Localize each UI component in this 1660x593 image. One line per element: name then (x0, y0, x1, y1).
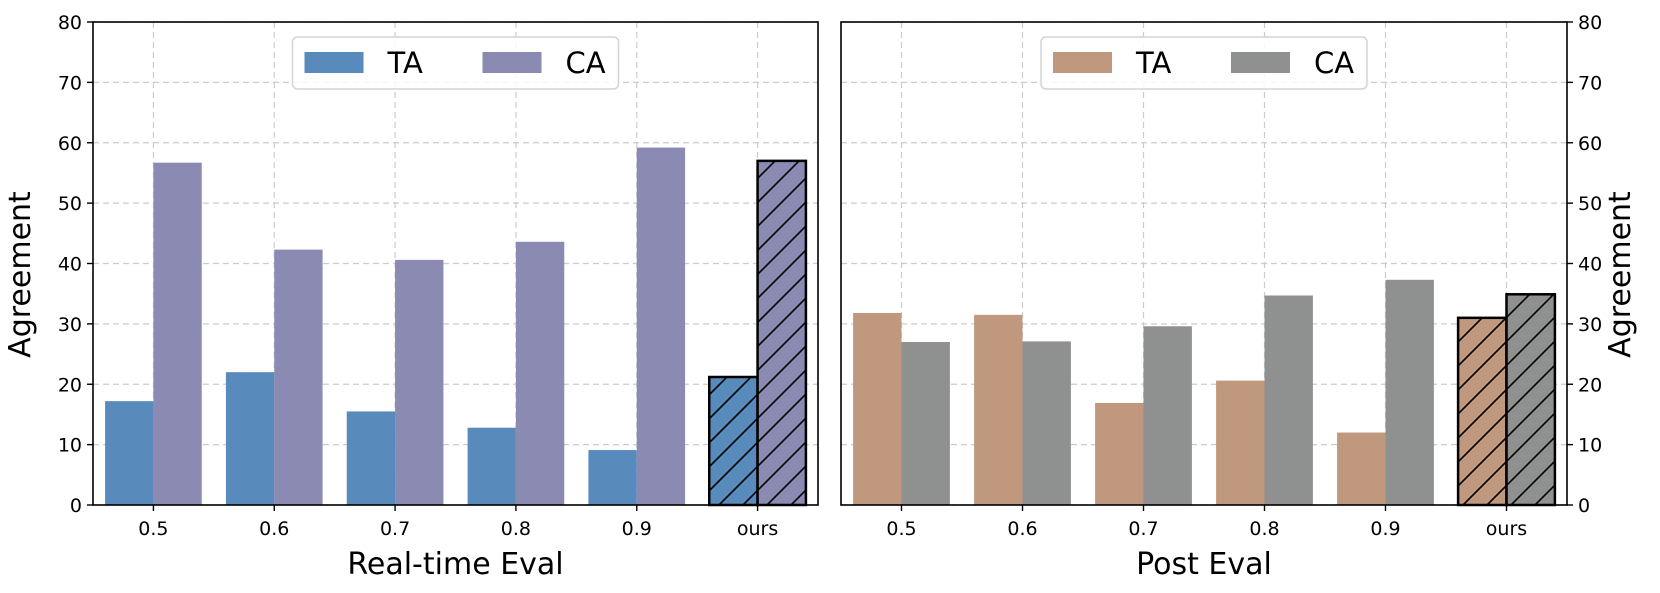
p0-y-axis-label: Agreement (3, 191, 38, 358)
p0-ytick-label-7: 70 (58, 72, 82, 94)
p1-xtick-label-0.6: 0.6 (1007, 518, 1037, 540)
p0-ytick-label-4: 40 (58, 254, 82, 276)
p0-bar-ca-ours-hatch-outline (756, 159, 808, 507)
p1-legend-swatch-ca (1231, 52, 1290, 73)
p0-bar-ta-ours-hatch-outline (708, 375, 759, 507)
p0-ytick-label-8: 80 (58, 12, 82, 34)
p0-ytick-label-2: 20 (58, 374, 82, 396)
p1-bar-ta-ours-hatch-outline (1456, 316, 1508, 507)
p0-xtick-label-0.6: 0.6 (259, 518, 289, 540)
p1-bar-ta-0.8 (1216, 380, 1265, 505)
p1-x-axis-label: Post Eval (1136, 547, 1272, 582)
p0-ytick-label-3: 30 (58, 314, 82, 336)
p1-legend-swatch-ta (1053, 52, 1112, 73)
p0-ytick-label-5: 50 (58, 193, 82, 215)
p1-legend-label-ca: CA (1314, 46, 1354, 80)
p0-legend: TA CA (291, 36, 620, 90)
p1-bar-ca-0.5 (901, 341, 950, 505)
p1-bar-ta-0.9 (1337, 432, 1386, 505)
p0-xtick-label-0.8: 0.8 (501, 518, 531, 540)
p0-xtick-label-0.5: 0.5 (138, 518, 168, 540)
p1-ytick-label-6: 60 (1578, 133, 1602, 155)
left-panel-real-time-eval: 0 10 20 30 40 50 60 70 80 0.5 0.6 0.7 0.8 0.9 ours Real… (3, 12, 819, 582)
p1-y-axis-label: Agreement (1603, 191, 1638, 358)
p0-bar-ta-0.6 (225, 372, 275, 505)
p1-bar-ca-0.8 (1264, 295, 1313, 505)
p1-ytick-label-4: 40 (1578, 254, 1602, 276)
p0-legend-box (291, 36, 620, 90)
p0-bar-ta-0.9 (588, 450, 637, 505)
p1-ytick-label-0: 0 (1578, 495, 1590, 517)
p0-bar-ca-0.6 (274, 249, 323, 505)
p1-xtick-label-0.8: 0.8 (1249, 518, 1279, 540)
p0-x-axis-label: Real-time Eval (347, 547, 563, 582)
p0-legend-label-ca: CA (566, 46, 606, 80)
p1-ytick-label-5: 50 (1578, 193, 1602, 215)
p0-bar-ca-0.7 (395, 259, 444, 505)
p0-legend-swatch-ca (482, 52, 542, 73)
p0-bar-ca-0.9 (636, 147, 686, 505)
p0-ytick-label-1: 10 (58, 435, 82, 457)
p0-ytick-label-0: 0 (70, 495, 82, 517)
p1-ytick-label-7: 70 (1578, 72, 1602, 94)
p0-bar-ta-0.7 (346, 411, 396, 505)
p1-ytick-label-8: 80 (1578, 12, 1602, 34)
p1-xtick-label-0.7: 0.7 (1128, 518, 1158, 540)
p0-xtick-label-0.9: 0.9 (622, 518, 652, 540)
p0-ytick-label-6: 60 (58, 133, 82, 155)
p1-xtick-label-0.9: 0.9 (1370, 518, 1400, 540)
p1-bar-ca-0.7 (1143, 326, 1192, 505)
p1-xtick-label-0.5: 0.5 (886, 518, 916, 540)
p1-bar-ca-0.6 (1022, 341, 1071, 505)
p0-bar-ta-0.8 (467, 427, 516, 505)
p0-xtick-label-ours: ours (737, 518, 778, 540)
p1-bar-ca-ours-hatch-outline (1505, 293, 1557, 507)
p1-bar-ta-0.7 (1095, 402, 1144, 505)
p0-bar-ca-0.5 (153, 162, 202, 505)
p1-bar-ta-0.5 (853, 313, 902, 505)
p0-bar-ca-0.8 (515, 241, 565, 505)
p1-bar-ta-0.6 (974, 314, 1023, 505)
p1-xtick-label-ours: ours (1486, 518, 1527, 540)
p1-legend-box (1040, 36, 1368, 90)
p0-bar-ta-0.5 (105, 401, 154, 505)
right-panel-post-eval: 0 10 20 30 40 50 60 70 80 0.5 0.6 0.7 0.8 0.9 ours Post… (840, 12, 1638, 582)
p1-bar-ca-0.9 (1385, 279, 1434, 505)
p0-legend-swatch-ta (304, 52, 364, 73)
p0-xtick-label-0.7: 0.7 (380, 518, 410, 540)
p1-ytick-label-3: 30 (1578, 314, 1602, 336)
p1-ytick-label-1: 10 (1578, 435, 1602, 457)
p1-ytick-label-2: 20 (1578, 374, 1602, 396)
p1-legend-label-ta: TA (1135, 46, 1171, 80)
p1-legend: TA CA (1040, 36, 1368, 90)
p0-legend-label-ta: TA (387, 46, 423, 80)
